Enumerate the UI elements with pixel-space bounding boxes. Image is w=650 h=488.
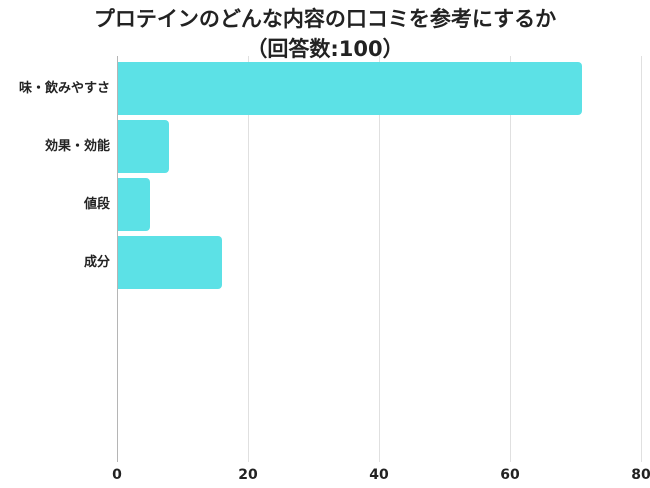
gridline [379,56,380,462]
gridline [510,56,511,462]
category-label: 値段 [83,196,110,212]
gridline [248,56,249,462]
bar [118,62,583,115]
category-label: 成分 [83,254,110,270]
gridline [641,56,642,462]
bar [118,178,150,231]
chart-subtitle: （回答数:100） [246,37,404,61]
x-tick-label: 0 [112,467,122,483]
category-label: 効果・効能 [44,138,110,154]
bar [118,120,170,173]
chart-title: プロテインのどんな内容の口コミを参考にするか [93,7,557,31]
x-tick-label: 40 [369,467,389,483]
x-tick-label: 60 [500,467,520,483]
x-tick-label: 20 [238,467,258,483]
category-label: 味・飲みやすさ [18,80,110,96]
y-axis-line [117,56,118,462]
bar [118,236,222,289]
x-tick-label: 80 [631,467,650,483]
